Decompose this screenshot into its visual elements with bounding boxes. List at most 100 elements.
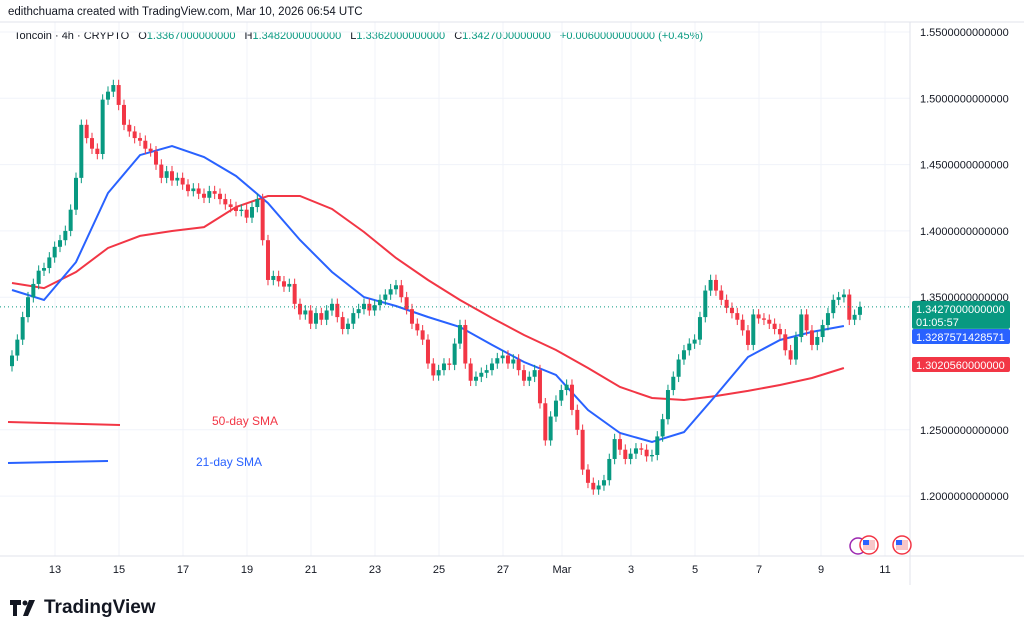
candle-body [297, 303, 302, 315]
candle-body [287, 283, 292, 287]
candle-body [329, 303, 334, 311]
time-tick-label: 27 [497, 564, 509, 576]
candle-body [313, 313, 318, 324]
candle-body [585, 469, 590, 483]
candle-body [425, 339, 430, 364]
candle-body [95, 148, 100, 154]
time-tick-label: 25 [433, 564, 445, 576]
price-tick-label: 1.5500000000000 [920, 27, 1009, 39]
time-tick-label: 17 [177, 564, 189, 576]
low-value: 1.3362000000000 [356, 30, 446, 42]
candle-body [532, 370, 537, 377]
candle-body [47, 257, 52, 269]
price-tick-label: 1.5000000000000 [920, 93, 1009, 105]
candle-body [159, 164, 164, 178]
candle-body [831, 299, 836, 314]
candle-body [772, 323, 777, 330]
last-price-label: 01:05:57 [916, 317, 959, 329]
candle-body [308, 310, 313, 324]
candle-body [820, 325, 825, 337]
candle-body [703, 290, 708, 318]
time-tick-label: 11 [879, 564, 890, 576]
high-value: 1.3482000000000 [252, 30, 342, 42]
candle-body [484, 370, 489, 373]
candle-body [569, 384, 574, 410]
candle-body [436, 370, 441, 376]
candle-body [596, 485, 601, 490]
candle-body [735, 313, 740, 320]
candle-body [441, 363, 446, 371]
candle-body [447, 363, 452, 365]
candle-body [804, 314, 809, 331]
candle-body [495, 358, 500, 364]
candle-body [783, 334, 788, 351]
candle-body [143, 140, 148, 149]
candle-body [681, 350, 686, 360]
candle-body [100, 99, 105, 154]
candle-body [303, 310, 308, 315]
candle-body [852, 314, 857, 320]
candle-body [217, 193, 222, 200]
candle-body [479, 372, 484, 377]
candle-body [628, 453, 633, 459]
candle-body [20, 317, 25, 340]
candle-body [335, 303, 340, 318]
candle-body [761, 318, 766, 320]
candle-body [516, 359, 521, 371]
symbol-label[interactable]: Toncoin · 4h · CRYPTO [14, 30, 130, 42]
candle-body [788, 350, 793, 360]
candle-body [25, 297, 30, 318]
us-flag-canton [863, 540, 869, 545]
price-tick-label: 1.4000000000000 [920, 226, 1009, 238]
candle-body [153, 151, 158, 165]
candle-body [393, 285, 398, 290]
candle-body [857, 306, 862, 315]
candle-body [185, 184, 190, 192]
candle-body [239, 209, 244, 212]
candle-body [84, 124, 89, 139]
sma50-price-label: 1.3020560000000 [916, 360, 1005, 372]
sma21-line [11, 144, 845, 444]
candle-body [345, 323, 350, 330]
candle-body [148, 148, 153, 152]
candle-body [617, 439, 622, 450]
candle-body [607, 458, 612, 481]
candle-body [473, 376, 478, 381]
candle-body [68, 209, 73, 231]
candle-body [553, 400, 558, 417]
candle-body [41, 268, 46, 271]
candle-body [244, 209, 249, 218]
candle-body [767, 319, 772, 324]
candle-body [324, 310, 329, 320]
candle-body [724, 299, 729, 308]
tradingview-logo[interactable]: TradingView [10, 597, 156, 619]
candle-body [137, 138, 142, 141]
candle-body [815, 336, 820, 345]
candle-body [420, 330, 425, 340]
candle-body [201, 193, 206, 198]
candle-body [548, 416, 553, 441]
candle-body [164, 171, 169, 178]
chart-credit: edithchuama created with TradingView.com… [8, 6, 363, 18]
candle-body [500, 355, 505, 359]
candle-body [319, 313, 324, 320]
candle-body [793, 336, 798, 360]
candle-body [836, 297, 841, 300]
candle-body [463, 325, 468, 364]
candle-body [809, 330, 814, 345]
candle-body [281, 281, 286, 287]
candle-body [537, 370, 542, 404]
candle-body [276, 275, 281, 282]
time-tick-label: 15 [113, 564, 125, 576]
candle-body [79, 124, 84, 178]
candle-body [111, 85, 116, 92]
candle-body [633, 448, 638, 454]
candle-body [740, 319, 745, 331]
price-tick-label: 1.2500000000000 [920, 425, 1009, 437]
sma50-annotation-line [7, 421, 121, 426]
candle-body [457, 325, 462, 344]
candle-body [169, 171, 174, 181]
candle-body [372, 305, 377, 311]
candle-body [127, 124, 132, 132]
